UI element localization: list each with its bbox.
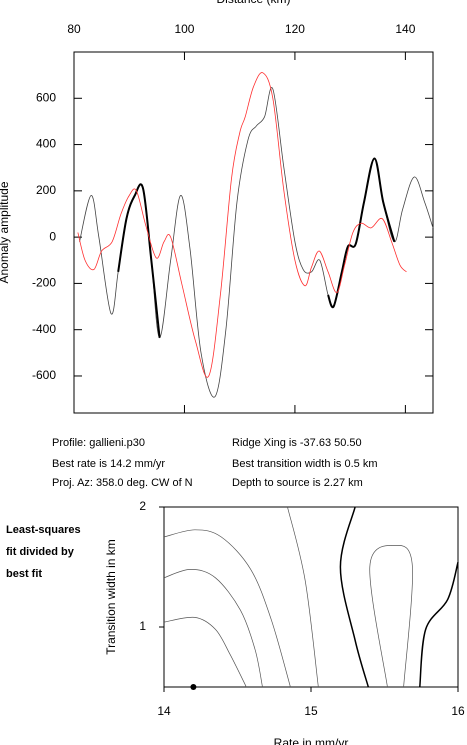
contour-line bbox=[163, 616, 247, 688]
note: fit divided by bbox=[6, 546, 75, 558]
y-tick-label: -400 bbox=[32, 322, 56, 336]
annotation: Best transition width is 0.5 km bbox=[232, 458, 378, 470]
y-tick-label: 2 bbox=[139, 499, 146, 513]
y-tick-label: 400 bbox=[36, 137, 56, 151]
contour-line bbox=[287, 506, 319, 688]
plot-frame bbox=[73, 51, 434, 414]
y-axis-label: Anomaly amplitude bbox=[0, 181, 11, 283]
annotation: Profile: gallieni.p30 bbox=[52, 437, 145, 449]
annotation: Ridge Xing is -37.63 50.50 bbox=[232, 437, 362, 449]
x-tick-label: 16 bbox=[451, 704, 465, 718]
contour-line bbox=[419, 562, 459, 688]
contour-line bbox=[163, 569, 263, 688]
y-axis-label: Transition width in km bbox=[104, 539, 118, 655]
contour-line bbox=[163, 529, 291, 688]
profile-line bbox=[79, 87, 434, 398]
y-tick-label: -600 bbox=[32, 368, 56, 382]
x-tick-label: 15 bbox=[304, 704, 318, 718]
y-tick-label: 0 bbox=[49, 229, 56, 243]
note: Least-squares bbox=[6, 524, 81, 536]
profile-line bbox=[77, 72, 407, 378]
y-tick-label: -200 bbox=[32, 276, 56, 290]
contour-line bbox=[339, 506, 370, 688]
y-tick-label: 600 bbox=[36, 90, 56, 104]
x-tick-label: 120 bbox=[285, 22, 305, 36]
x-tick-label: 80 bbox=[67, 22, 81, 36]
profile-line bbox=[117, 183, 161, 338]
plot-frame bbox=[163, 506, 459, 688]
contour-line bbox=[369, 545, 413, 688]
note: best fit bbox=[6, 568, 42, 580]
annotation: Best rate is 14.2 mm/yr bbox=[52, 458, 165, 470]
y-tick-label: 200 bbox=[36, 183, 56, 197]
x-tick-label: 140 bbox=[395, 22, 415, 36]
x-axis-label: Rate in mm/yr bbox=[274, 736, 349, 745]
x-tick-label: 14 bbox=[157, 704, 171, 718]
profile-line bbox=[327, 157, 396, 309]
x-tick-label: 100 bbox=[174, 22, 194, 36]
best-fit-point bbox=[190, 684, 197, 690]
x-axis-label: Distance (km) bbox=[216, 0, 290, 6]
y-tick-label: 1 bbox=[139, 619, 146, 633]
annotation: Proj. Az: 358.0 deg. CW of N bbox=[52, 477, 193, 489]
annotation: Depth to source is 2.27 km bbox=[232, 477, 363, 489]
